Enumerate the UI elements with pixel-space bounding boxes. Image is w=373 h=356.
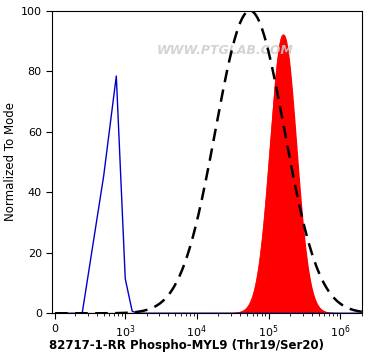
Y-axis label: Normalized To Mode: Normalized To Mode (4, 103, 17, 221)
Text: WWW.PTGLAB.COM: WWW.PTGLAB.COM (157, 43, 294, 57)
Text: 82717-1-RR Phospho-MYL9 (Thr19/Ser20): 82717-1-RR Phospho-MYL9 (Thr19/Ser20) (49, 339, 324, 352)
